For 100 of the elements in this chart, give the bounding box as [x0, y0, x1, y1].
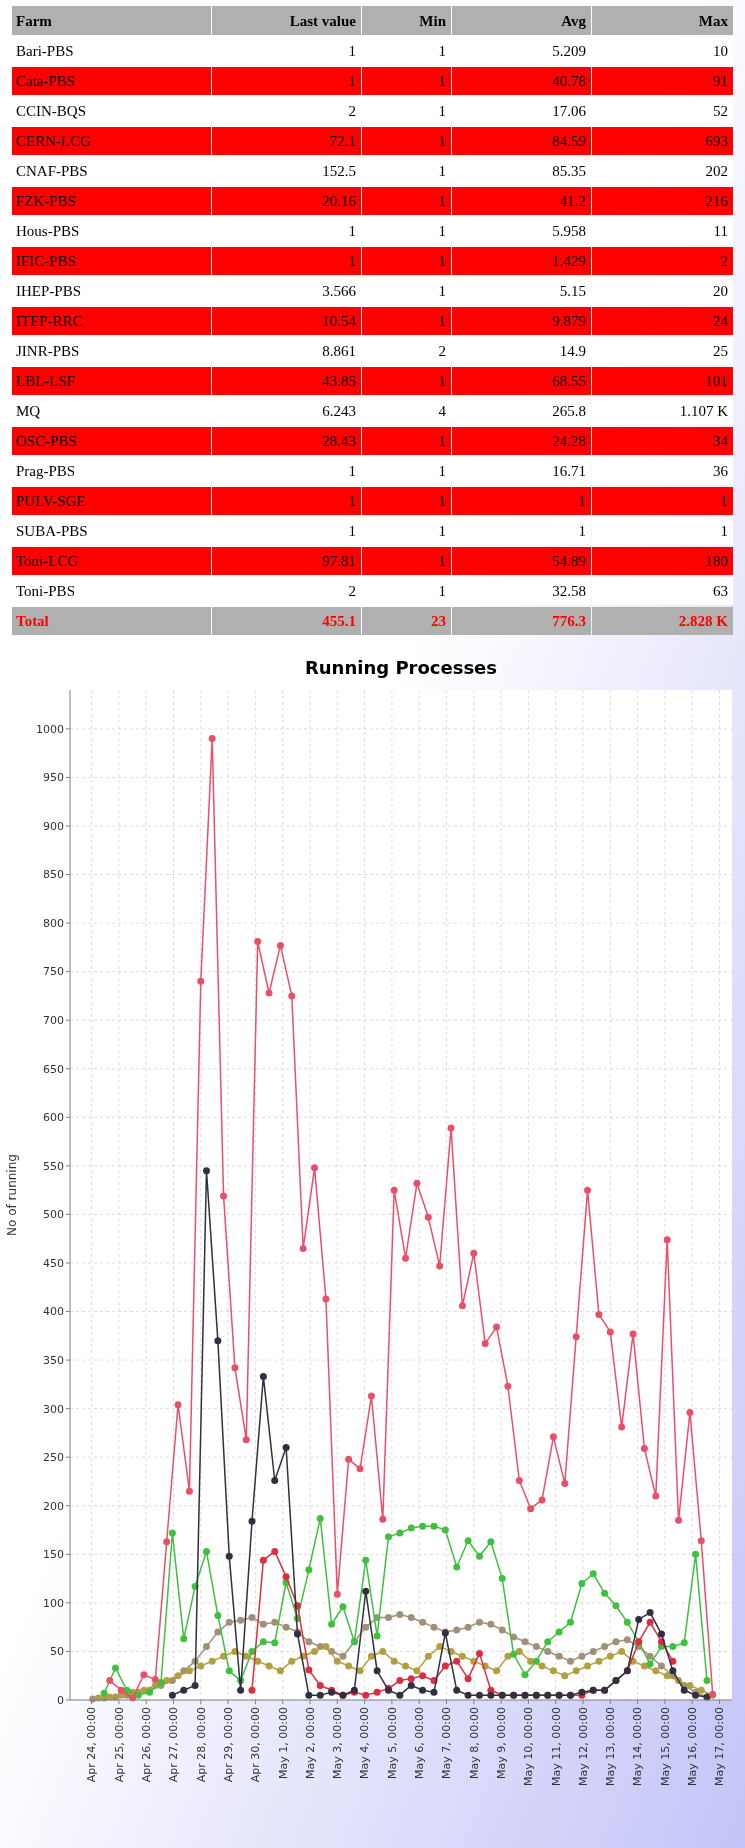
x-tick-label: May 17, 00:00	[713, 1707, 727, 1786]
data-label: 1	[438, 463, 446, 480]
y-tick-label: 650	[43, 1062, 64, 1076]
category-label: Toni-LCG	[16, 553, 79, 570]
category-label: PULV-SGE	[16, 493, 86, 510]
data-label: 20	[713, 283, 728, 300]
data-label: 265.8	[552, 403, 586, 420]
category-label: CERN-LCG	[16, 133, 92, 150]
data-label: 4	[438, 403, 447, 420]
data-label: 68.55	[552, 373, 586, 390]
data-label: 1	[348, 43, 356, 60]
chart-title: Running Processes	[304, 657, 498, 678]
data-label: 16.71	[552, 463, 586, 480]
x-tick-label: Apr 24, 00:00	[85, 1707, 99, 1783]
y-tick-label: 0	[57, 1693, 64, 1707]
category-label: Cata-PBS	[16, 73, 76, 90]
data-label: 1	[348, 493, 356, 510]
x-tick-label: Apr 28, 00:00	[194, 1707, 208, 1783]
category-label: IHEP-PBS	[16, 283, 82, 300]
data-label: 34	[713, 433, 729, 450]
data-label: 10	[713, 43, 728, 60]
category-label: LBL-LSF	[16, 373, 76, 390]
category-label: IFIC-PBS	[16, 253, 77, 270]
data-label: 1.429	[552, 253, 586, 270]
y-tick-label: 950	[43, 771, 64, 785]
category-label: SUBA-PBS	[16, 523, 88, 540]
data-label: 1	[438, 253, 446, 270]
text: Farm	[16, 13, 53, 30]
y-axis-title: No of running	[5, 1154, 19, 1236]
data-label: 5.15	[559, 283, 586, 300]
data-label: 180	[705, 553, 728, 570]
y-tick-label: 250	[43, 1451, 64, 1465]
data-label: 14.9	[559, 343, 586, 360]
x-tick-label: May 2, 00:00	[303, 1707, 317, 1779]
data-label: 63	[713, 583, 728, 600]
x-tick-label: May 12, 00:00	[576, 1707, 590, 1786]
data-label: 72.1	[329, 133, 356, 150]
data-label: 17.06	[552, 103, 587, 120]
data-label: 101	[705, 373, 728, 390]
data-label: 9.879	[552, 313, 586, 330]
data-label: 1	[438, 163, 446, 180]
category-label: CNAF-PBS	[16, 163, 88, 180]
data-label: 1	[438, 433, 446, 450]
data-label: 2	[348, 103, 356, 120]
y-tick-label: 400	[43, 1305, 64, 1319]
data-label: 1	[438, 523, 446, 540]
category-label: Toni-PBS	[16, 583, 75, 600]
x-tick-label: May 15, 00:00	[658, 1707, 672, 1786]
x-tick-label: Apr 26, 00:00	[140, 1707, 154, 1783]
data-label: 1	[438, 373, 446, 390]
y-tick-label: 100	[43, 1596, 64, 1610]
data-label: 20.16	[322, 193, 357, 210]
data-label: 1	[348, 73, 356, 90]
data-label: 1	[348, 223, 356, 240]
data-label: 1	[438, 553, 446, 570]
y-tick-label: 900	[43, 819, 64, 833]
data-label: 36	[713, 463, 729, 480]
data-label: 41.2	[559, 193, 586, 210]
data-label: 1	[438, 283, 446, 300]
y-tick-label: 750	[43, 965, 64, 979]
data-label: 693	[705, 133, 728, 150]
y-tick-label: 150	[43, 1548, 64, 1562]
data-label: 43.85	[322, 373, 356, 390]
category-label: Hous-PBS	[16, 223, 80, 240]
data-label: 24	[713, 313, 729, 330]
category-label: Bari-PBS	[16, 43, 74, 60]
data-label: 28.43	[322, 433, 356, 450]
data-label: 2.828 K	[678, 613, 729, 630]
y-tick-label: 450	[43, 1256, 64, 1270]
data-label: 8.861	[322, 343, 356, 360]
x-tick-label: May 7, 00:00	[440, 1707, 454, 1779]
x-tick-label: May 11, 00:00	[549, 1707, 563, 1786]
data-label: 1	[438, 43, 446, 60]
category-label: MQ	[16, 403, 41, 420]
data-label: 1	[348, 253, 356, 270]
x-tick-label: May 3, 00:00	[331, 1707, 345, 1779]
category-label: CCIN-BQS	[16, 103, 87, 120]
data-label: 84.59	[552, 133, 586, 150]
y-tick-label: 550	[43, 1159, 64, 1173]
data-label: 776.3	[552, 613, 586, 630]
x-tick-label: May 10, 00:00	[522, 1707, 536, 1786]
y-tick-label: 800	[43, 916, 64, 930]
x-tick-label: Apr 29, 00:00	[221, 1707, 235, 1783]
data-label: 1	[348, 463, 356, 480]
x-tick-label: Apr 30, 00:00	[249, 1707, 263, 1783]
text: Last value	[289, 13, 357, 30]
data-label: 24.28	[552, 433, 586, 450]
data-label: 1	[578, 493, 586, 510]
x-tick-label: Apr 25, 00:00	[112, 1707, 126, 1783]
data-label: 1.107 K	[679, 403, 729, 420]
x-tick-label: May 14, 00:00	[631, 1707, 645, 1786]
text: Avg	[561, 13, 587, 30]
data-label: 54.89	[552, 553, 586, 570]
x-tick-label: May 5, 00:00	[385, 1707, 399, 1779]
y-tick-label: 350	[43, 1353, 64, 1367]
y-tick-label: 200	[43, 1499, 64, 1513]
data-label: 5.209	[552, 43, 586, 60]
x-tick-label: May 16, 00:00	[686, 1707, 700, 1786]
x-tick-label: May 1, 00:00	[276, 1707, 290, 1779]
data-label: 23	[431, 613, 446, 630]
